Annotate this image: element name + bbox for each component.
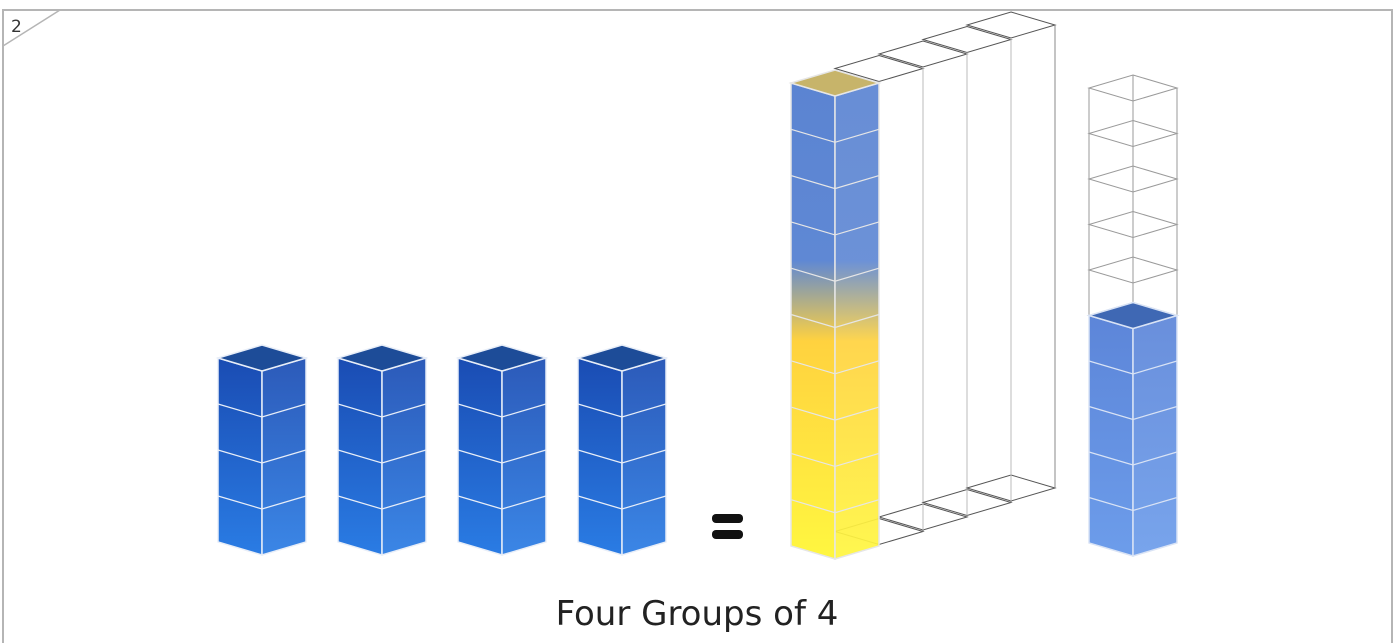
cube-top: [575, 344, 669, 372]
cube-edge: [337, 495, 427, 510]
wire-edge: [921, 25, 1013, 54]
cube-edge: [457, 449, 547, 464]
cube-edge: [337, 449, 427, 464]
cube-top: [455, 344, 549, 372]
cube-edge: [790, 406, 880, 421]
cube-face: [1132, 314, 1178, 558]
equals-bar: [712, 530, 743, 539]
wire-edge: [965, 11, 1057, 39]
page-number: 2: [11, 17, 22, 37]
cube-edge: [790, 128, 880, 143]
caption: Four Groups of 4: [556, 594, 839, 634]
cube-edge: [1088, 360, 1178, 375]
cube-edge: [1088, 496, 1178, 512]
cube-edge: [457, 403, 547, 418]
corner-line: [2, 9, 61, 47]
cube-face: [1088, 314, 1134, 558]
wire-edge: [877, 40, 969, 68]
cube-edge: [337, 403, 427, 418]
cube-top: [788, 69, 882, 97]
cube-edge: [790, 499, 880, 514]
cube-top: [215, 344, 309, 372]
cube-edge: [577, 403, 667, 418]
cube-edge: [577, 495, 667, 510]
frame: [2, 9, 1393, 643]
cube-edge: [790, 175, 880, 190]
cubes: [215, 11, 1180, 561]
cube-edge: [790, 267, 880, 282]
cube-top: [335, 344, 429, 372]
cube-edge: [457, 495, 547, 510]
cube-edge: [790, 313, 880, 329]
cube-edge: [1088, 405, 1178, 421]
cube-edge: [790, 452, 880, 468]
cube-edge: [217, 403, 307, 418]
cube-edge: [577, 449, 667, 464]
cube-edge: [790, 221, 880, 236]
cube-edge: [1088, 451, 1178, 466]
cube-edge: [217, 449, 307, 464]
cube-edge: [790, 360, 880, 375]
cube-top: [1086, 301, 1180, 330]
equals-bar: [712, 514, 743, 523]
cube-edge: [217, 495, 307, 510]
